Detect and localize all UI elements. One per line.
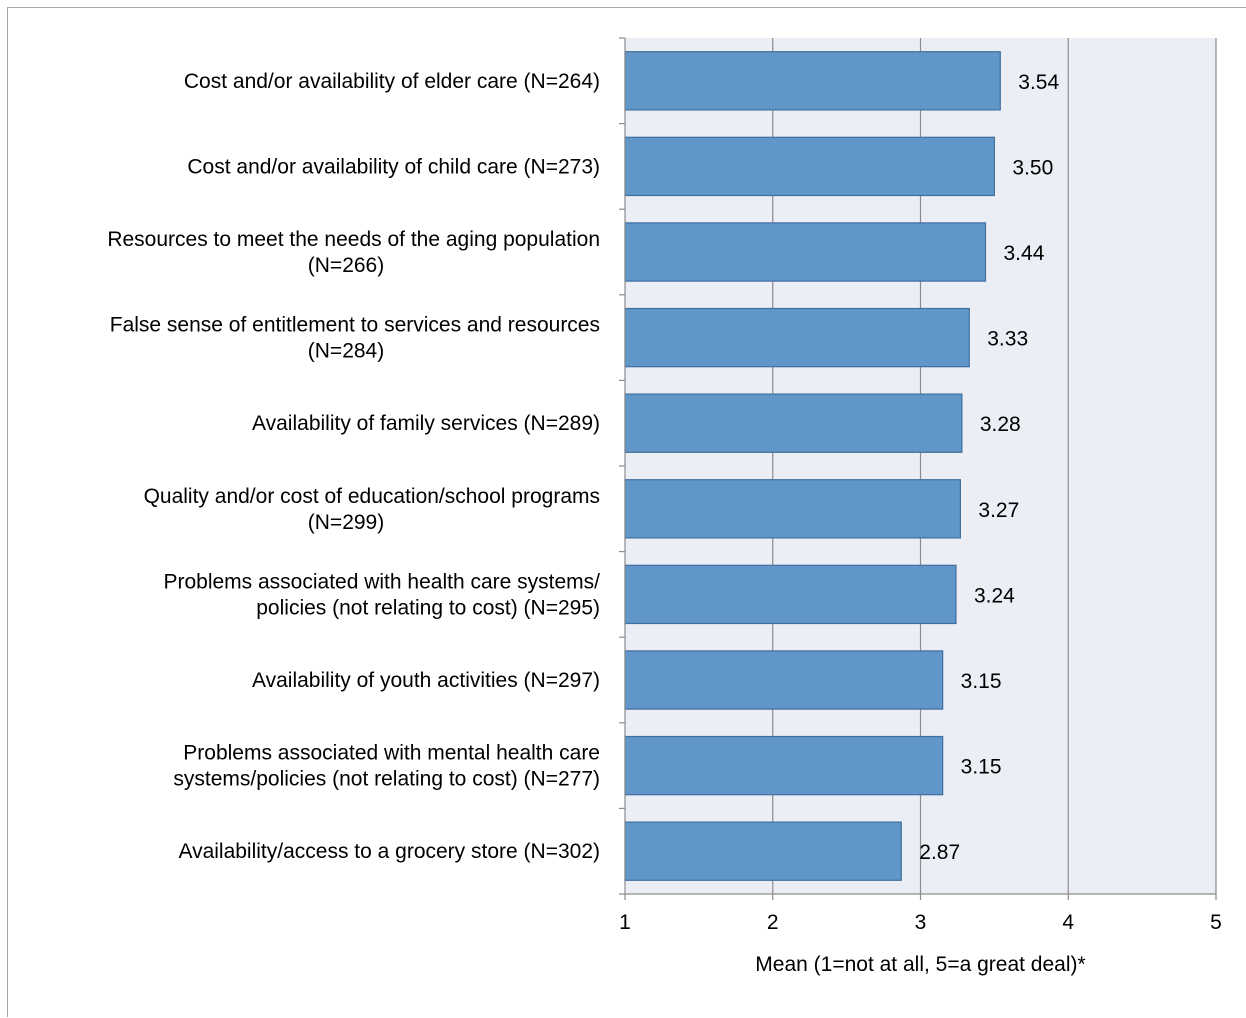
- category-label: Cost and/or availability of child care (…: [187, 155, 600, 178]
- data-label: 3.27: [978, 499, 1019, 522]
- category-labels: Cost and/or availability of elder care (…: [107, 70, 600, 863]
- axes: [619, 37, 1217, 900]
- bar: [624, 136, 995, 197]
- bar: [624, 735, 944, 796]
- category-label: Availability of family services (N=289): [252, 412, 600, 435]
- category-label: Resources to meet the needs of the aging…: [107, 228, 600, 277]
- x-tick-label: 3: [915, 911, 927, 934]
- category-label: Availability/access to a grocery store (…: [178, 840, 600, 863]
- bar: [624, 564, 957, 625]
- category-label: Problems associated with mental health c…: [173, 742, 600, 791]
- bar: [624, 307, 970, 368]
- bar: [624, 650, 944, 710]
- data-label: 3.24: [974, 584, 1015, 607]
- data-label: 3.15: [961, 756, 1002, 779]
- x-tick-labels: 1 2 3 4 5: [619, 911, 1222, 934]
- bars: [624, 51, 1001, 881]
- x-axis-title: Mean (1=not at all, 5=a great deal)*: [755, 953, 1085, 976]
- category-label: Availability of youth activities (N=297): [252, 669, 600, 692]
- bar: [624, 222, 987, 282]
- bar-chart: Cost and/or availability of elder care (…: [107, 37, 1222, 976]
- data-label: 3.33: [987, 328, 1028, 351]
- bar: [624, 51, 1001, 111]
- data-label: 2.87: [919, 841, 960, 864]
- value-labels: 3.54 3.50 3.44 3.33 3.28 3.27 3.24 3.15 3.15 2.87: [919, 71, 1059, 864]
- bar: [624, 479, 961, 539]
- category-label: Quality and/or cost of education/school …: [144, 485, 600, 534]
- data-label: 3.50: [1012, 156, 1053, 179]
- x-tick-label: 4: [1062, 911, 1074, 934]
- bar: [624, 821, 902, 881]
- category-label: False sense of entitlement to services a…: [110, 314, 600, 363]
- x-tick-label: 5: [1210, 911, 1222, 934]
- x-tick-label: 2: [767, 911, 779, 934]
- chart-frame: Cost and/or availability of elder care (…: [7, 7, 1246, 1017]
- category-label: Problems associated with health care sys…: [163, 570, 600, 619]
- data-label: 3.54: [1018, 71, 1059, 94]
- data-label: 3.15: [961, 670, 1002, 693]
- bar: [624, 393, 963, 453]
- x-tick-label: 1: [619, 911, 631, 934]
- data-label: 3.28: [980, 413, 1021, 436]
- category-label: Cost and/or availability of elder care (…: [184, 70, 600, 93]
- data-label: 3.44: [1004, 242, 1045, 265]
